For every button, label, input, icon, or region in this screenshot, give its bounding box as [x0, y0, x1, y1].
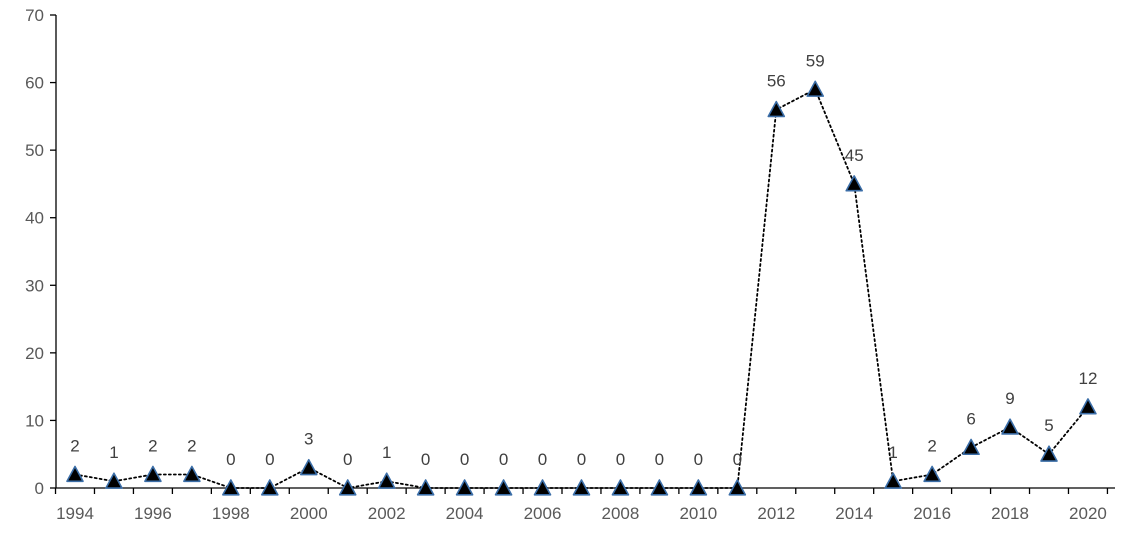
data-label: 5: [1044, 416, 1053, 435]
x-tick-label: 2004: [446, 504, 484, 523]
data-point-marker: [260, 479, 279, 496]
data-point-marker: [66, 465, 84, 483]
data-label: 0: [694, 450, 703, 469]
data-label: 2: [70, 436, 79, 455]
x-tick-label: 2014: [835, 504, 873, 523]
data-label: 12: [1078, 369, 1097, 388]
data-point-marker: [1040, 445, 1058, 462]
y-tick-label: 10: [25, 411, 44, 430]
y-tick-label: 50: [25, 141, 44, 160]
data-label: 59: [806, 51, 825, 70]
axes: [55, 15, 1115, 489]
data-label: 3: [304, 430, 313, 449]
data-label: 0: [460, 450, 469, 469]
x-tick-label: 2002: [368, 504, 406, 523]
data-point-marker: [728, 479, 747, 496]
data-point-marker: [650, 479, 669, 496]
x-tick-label: 2006: [524, 504, 562, 523]
data-point-marker: [299, 458, 318, 476]
data-label: 2: [148, 436, 157, 455]
y-tick-label: 40: [25, 209, 44, 228]
data-label: 0: [343, 450, 352, 469]
x-tick-label: 2012: [757, 504, 795, 523]
data-label: 1: [382, 443, 391, 462]
data-label: 0: [538, 450, 547, 469]
x-tick-label: 1994: [56, 504, 94, 523]
data-point-marker: [689, 479, 708, 496]
x-tick-label: 2008: [602, 504, 640, 523]
data-point-marker: [455, 479, 474, 496]
data-point-marker: [806, 80, 825, 97]
data-label: 45: [845, 146, 864, 165]
y-tick-label: 30: [25, 276, 44, 295]
data-label: 0: [421, 450, 430, 469]
x-tick-label: 2018: [991, 504, 1029, 523]
data-point-marker: [962, 438, 980, 456]
data-point-marker: [884, 472, 902, 489]
data-label: 2: [187, 436, 196, 455]
data-point-marker: [105, 472, 123, 489]
data-label: 56: [767, 72, 786, 91]
data-label: 2: [927, 436, 936, 455]
x-tick-label: 1996: [134, 504, 172, 523]
data-point-marker: [338, 479, 357, 496]
y-axis-ticks: 0 10 20 30 40 50 60 70: [25, 6, 56, 498]
data-point-marker: [1079, 398, 1097, 415]
data-label: 0: [733, 450, 742, 469]
data-label: 0: [655, 450, 664, 469]
data-point-marker: [845, 175, 864, 192]
data-point-marker: [144, 465, 162, 483]
data-point-marker: [494, 479, 513, 496]
data-label: 1: [888, 443, 897, 462]
data-point-marker: [572, 479, 591, 496]
x-tick-label: 1998: [212, 504, 250, 523]
data-point-marker: [416, 479, 435, 496]
data-label: 0: [577, 450, 586, 469]
data-label: 0: [499, 450, 508, 469]
data-label: 0: [616, 450, 625, 469]
data-point-marker: [377, 472, 396, 489]
data-label: 9: [1005, 389, 1014, 408]
y-tick-label: 70: [25, 6, 44, 25]
data-label: 0: [226, 450, 235, 469]
x-tick-label: 2020: [1069, 504, 1107, 523]
data-point-marker: [533, 479, 552, 496]
x-axis-ticks: 1994 1996 1998 2000 2002 2004 2006 2008 2010 2012…: [54, 488, 1109, 523]
x-tick-label: 2010: [679, 504, 717, 523]
data-point-marker: [222, 479, 240, 496]
data-point-marker: [1001, 418, 1019, 435]
y-tick-label: 20: [25, 344, 44, 363]
y-tick-label: 60: [25, 74, 44, 93]
series-markers: [66, 80, 1097, 496]
series-line: [74, 88, 1089, 489]
data-point-marker: [611, 479, 630, 496]
data-point-marker: [183, 465, 201, 483]
x-tick-label: 2016: [913, 504, 951, 523]
data-point-marker: [923, 465, 941, 483]
data-label: 6: [966, 409, 975, 428]
data-label: 0: [265, 450, 274, 469]
y-tick-label: 0: [35, 479, 44, 498]
x-tick-label: 2000: [290, 504, 328, 523]
series-line-group: [74, 88, 1089, 489]
data-label: 1: [109, 443, 118, 462]
data-point-marker: [767, 100, 786, 118]
